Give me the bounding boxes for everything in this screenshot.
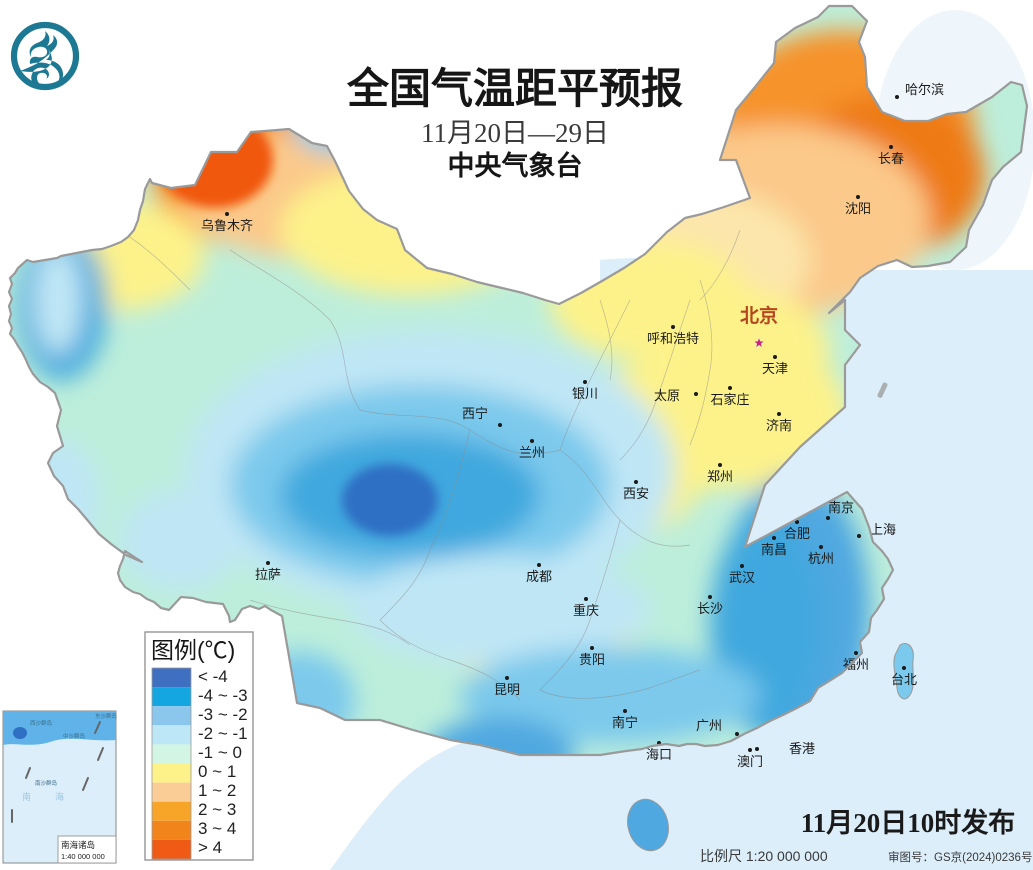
- svg-text:银川: 银川: [572, 386, 598, 401]
- svg-text:长沙: 长沙: [697, 601, 723, 616]
- svg-text:中沙群岛: 中沙群岛: [63, 732, 86, 740]
- svg-text:重庆: 重庆: [573, 603, 599, 618]
- svg-text:南: 南: [22, 791, 31, 802]
- svg-text:拉萨: 拉萨: [255, 567, 281, 582]
- svg-text:海: 海: [55, 791, 64, 802]
- svg-text:3 ~ 4: 3 ~ 4: [198, 819, 236, 838]
- svg-text:昆明: 昆明: [494, 682, 520, 697]
- svg-text:乌鲁木齐: 乌鲁木齐: [201, 218, 253, 233]
- svg-text:南京: 南京: [828, 500, 854, 515]
- svg-text:> 4: > 4: [198, 838, 222, 857]
- svg-text:-2 ~ -1: -2 ~ -1: [198, 724, 248, 743]
- svg-text:审图号：GS京(2024)0236号: 审图号：GS京(2024)0236号: [888, 850, 1032, 864]
- svg-text:呼和浩特: 呼和浩特: [647, 331, 699, 346]
- svg-text:天津: 天津: [762, 361, 788, 376]
- svg-text:11月20日10时发布: 11月20日10时发布: [801, 807, 1016, 838]
- svg-text:武汉: 武汉: [729, 570, 755, 585]
- svg-text:南沙群岛: 南沙群岛: [35, 779, 58, 787]
- svg-text:杭州: 杭州: [808, 551, 834, 566]
- svg-text:西宁: 西宁: [462, 406, 488, 421]
- svg-text:-3 ~ -2: -3 ~ -2: [198, 705, 248, 724]
- svg-text:南宁: 南宁: [612, 715, 638, 730]
- svg-text:北京: 北京: [740, 304, 778, 327]
- svg-text:广州: 广州: [696, 718, 722, 733]
- svg-text:哈尔滨: 哈尔滨: [905, 82, 944, 97]
- svg-text:中央气象台: 中央气象台: [448, 150, 583, 181]
- svg-text:成都: 成都: [526, 569, 552, 584]
- svg-text:全国气温距平预报: 全国气温距平预报: [346, 65, 683, 113]
- svg-text:石家庄: 石家庄: [710, 392, 749, 407]
- svg-text:香港: 香港: [789, 741, 815, 756]
- svg-text:澳门: 澳门: [737, 754, 763, 769]
- svg-text:比例尺 1:20 000 000: 比例尺 1:20 000 000: [700, 848, 828, 864]
- svg-text:济南: 济南: [766, 418, 792, 433]
- svg-text:台北: 台北: [891, 672, 917, 687]
- svg-text:图例(℃): 图例(℃): [151, 637, 235, 663]
- svg-text:南海诸岛: 南海诸岛: [61, 840, 95, 850]
- svg-text:郑州: 郑州: [707, 469, 733, 484]
- svg-text:上海: 上海: [870, 522, 896, 537]
- svg-text:-4 ~ -3: -4 ~ -3: [198, 686, 248, 705]
- svg-text:-1 ~ 0: -1 ~ 0: [198, 743, 242, 762]
- svg-text:沈阳: 沈阳: [845, 201, 871, 216]
- svg-text:太原: 太原: [654, 388, 680, 403]
- svg-text:长春: 长春: [878, 151, 904, 166]
- svg-text:兰州: 兰州: [519, 445, 545, 460]
- svg-text:海口: 海口: [646, 747, 672, 762]
- svg-text:西安: 西安: [623, 486, 649, 501]
- svg-text:1 ~ 2: 1 ~ 2: [198, 781, 236, 800]
- svg-text:< -4: < -4: [198, 667, 228, 686]
- svg-text:2 ~ 3: 2 ~ 3: [198, 800, 236, 819]
- svg-text:0 ~ 1: 0 ~ 1: [198, 762, 236, 781]
- svg-text:东沙群岛: 东沙群岛: [95, 712, 118, 720]
- svg-text:11月20日—29日: 11月20日—29日: [421, 118, 609, 148]
- svg-text:1:40 000 000: 1:40 000 000: [61, 852, 105, 861]
- svg-text:南昌: 南昌: [761, 542, 787, 557]
- svg-text:西沙群岛: 西沙群岛: [30, 719, 53, 727]
- svg-text:贵阳: 贵阳: [579, 652, 605, 667]
- svg-text:合肥: 合肥: [784, 526, 810, 541]
